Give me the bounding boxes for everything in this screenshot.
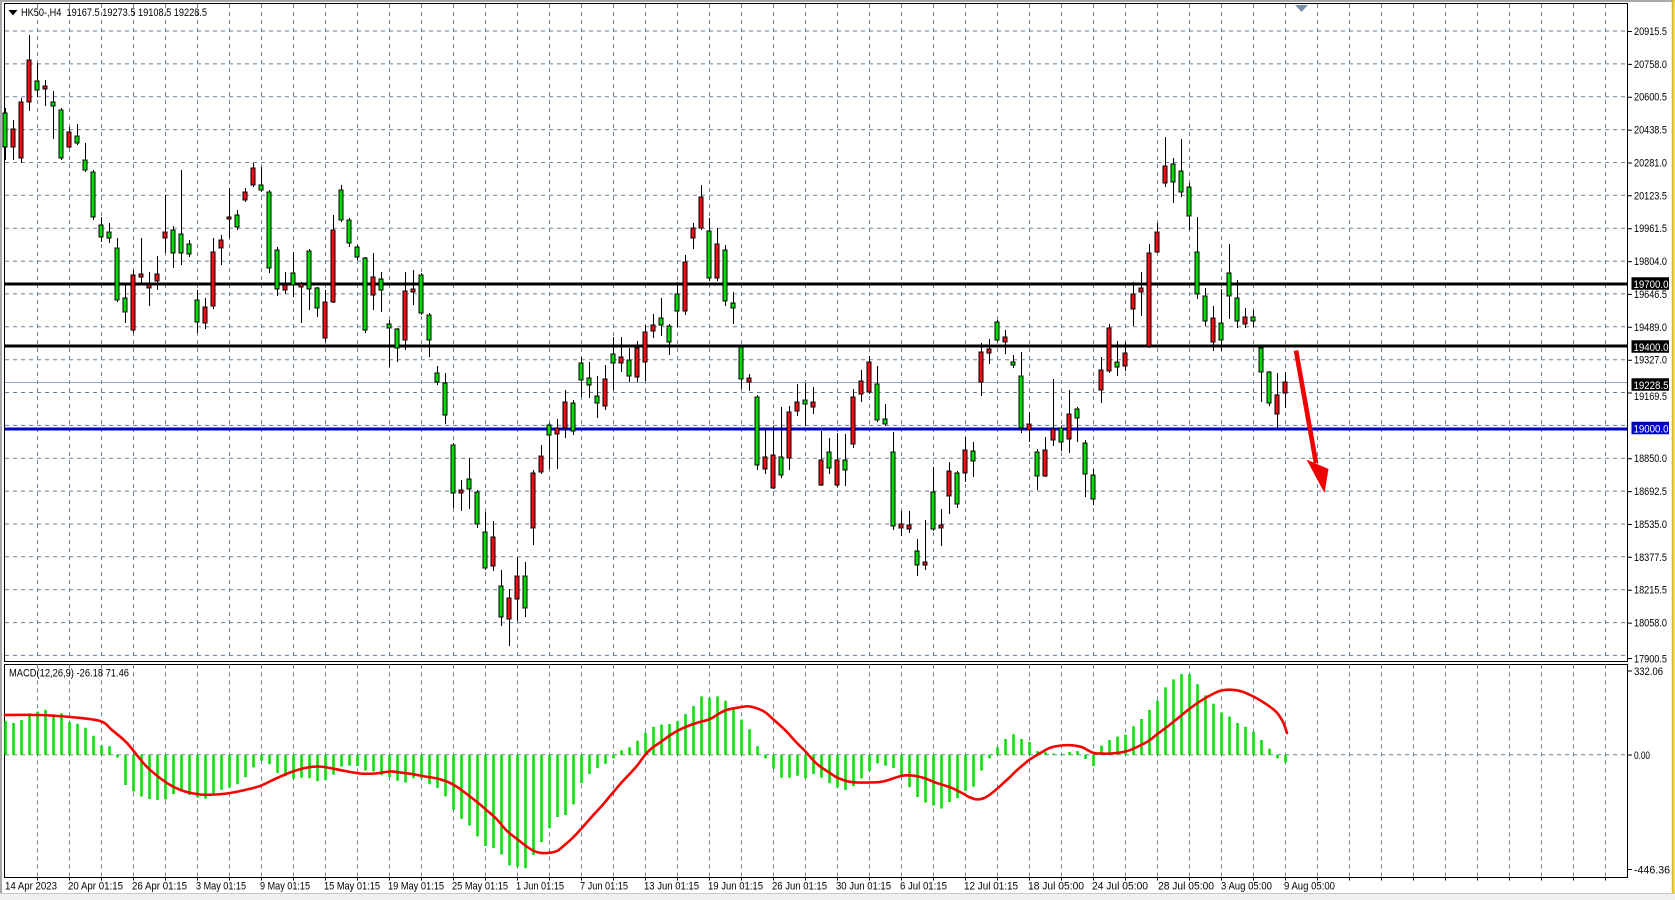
svg-text:3 Aug 05:00: 3 Aug 05:00 <box>1221 881 1272 893</box>
svg-text:9 Aug 05:00: 9 Aug 05:00 <box>1284 881 1335 893</box>
svg-text:19 Jun 01:15: 19 Jun 01:15 <box>708 881 763 893</box>
svg-text:18850.0: 18850.0 <box>1634 453 1667 465</box>
svg-text:18535.0: 18535.0 <box>1634 519 1667 531</box>
svg-text:28 Jul 05:00: 28 Jul 05:00 <box>1158 881 1214 893</box>
svg-text:20915.5: 20915.5 <box>1634 26 1667 38</box>
svg-text:17900.5: 17900.5 <box>1634 654 1667 666</box>
svg-text:19646.5: 19646.5 <box>1634 289 1667 301</box>
svg-text:26 Apr 01:15: 26 Apr 01:15 <box>132 881 187 893</box>
svg-text:19804.0: 19804.0 <box>1634 256 1667 268</box>
svg-text:25 May 01:15: 25 May 01:15 <box>452 881 508 893</box>
svg-text:19000.0: 19000.0 <box>1634 423 1669 435</box>
svg-text:30 Jun 01:15: 30 Jun 01:15 <box>836 881 891 893</box>
svg-text:19700.0: 19700.0 <box>1634 279 1669 291</box>
svg-text:19400.0: 19400.0 <box>1634 342 1669 354</box>
svg-text:26 Jun 01:15: 26 Jun 01:15 <box>772 881 827 893</box>
svg-text:15 May 01:15: 15 May 01:15 <box>324 881 380 893</box>
svg-text:332.06: 332.06 <box>1634 666 1663 678</box>
svg-text:24 Jul 05:00: 24 Jul 05:00 <box>1092 881 1148 893</box>
svg-text:19169.5: 19169.5 <box>1634 391 1667 403</box>
svg-text:7 Jun 01:15: 7 Jun 01:15 <box>580 881 628 893</box>
svg-text:19 May 01:15: 19 May 01:15 <box>388 881 444 893</box>
svg-text:20 Apr 01:15: 20 Apr 01:15 <box>68 881 123 893</box>
svg-text:19327.0: 19327.0 <box>1634 355 1667 367</box>
svg-text:19228.5: 19228.5 <box>1634 380 1669 392</box>
svg-text:18215.5: 18215.5 <box>1634 585 1667 597</box>
svg-text:14 Apr 2023: 14 Apr 2023 <box>5 881 57 893</box>
svg-text:0.00: 0.00 <box>1634 750 1650 762</box>
svg-text:12 Jul 01:15: 12 Jul 01:15 <box>964 881 1018 893</box>
svg-text:20123.5: 20123.5 <box>1634 190 1667 202</box>
svg-text:HK50-,H4 19167.5 19273.5 1910: HK50-,H4 19167.5 19273.5 19108.5 19228.5 <box>21 7 207 19</box>
svg-text:13 Jun 01:15: 13 Jun 01:15 <box>644 881 699 893</box>
svg-text:20758.0: 20758.0 <box>1634 59 1667 71</box>
svg-text:20600.5: 20600.5 <box>1634 92 1667 104</box>
svg-text:18377.5: 18377.5 <box>1634 552 1667 564</box>
svg-text:19961.5: 19961.5 <box>1634 223 1667 235</box>
svg-text:20281.0: 20281.0 <box>1634 158 1667 170</box>
svg-text:-446.36: -446.36 <box>1634 865 1670 877</box>
svg-text:20438.5: 20438.5 <box>1634 125 1667 137</box>
svg-text:19489.0: 19489.0 <box>1634 322 1667 334</box>
svg-text:MACD(12,26,9) -26.18 71.46: MACD(12,26,9) -26.18 71.46 <box>9 668 129 680</box>
svg-text:3 May 01:15: 3 May 01:15 <box>196 881 246 893</box>
svg-text:18692.5: 18692.5 <box>1634 486 1667 498</box>
svg-text:18058.0: 18058.0 <box>1634 618 1667 630</box>
svg-text:6 Jul 01:15: 6 Jul 01:15 <box>900 881 947 893</box>
svg-text:9 May 01:15: 9 May 01:15 <box>260 881 310 893</box>
svg-text:18 Jul 05:00: 18 Jul 05:00 <box>1028 881 1084 893</box>
svg-text:1 Jun 01:15: 1 Jun 01:15 <box>516 881 564 893</box>
